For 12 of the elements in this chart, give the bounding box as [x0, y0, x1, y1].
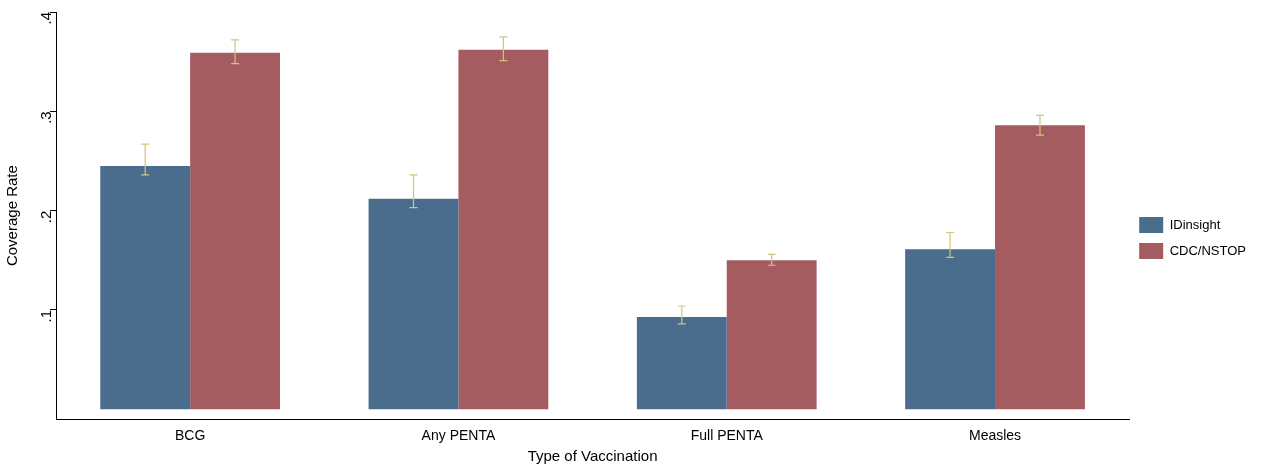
legend-label: IDinsight [1169, 216, 1221, 232]
x-tick-label: Any PENTA [421, 427, 496, 444]
y-tick-label: .2 [37, 210, 55, 224]
x-tick-label: Full PENTA [690, 427, 764, 444]
x-tick-label: Measles [968, 427, 1022, 444]
y-tick-label: .1 [37, 309, 55, 323]
y-tick-label: .3 [37, 111, 55, 124]
legend-label: CDC/NSTOP [1169, 242, 1246, 258]
x-axis-title: Type of Vaccination [527, 447, 658, 465]
y-axis-title: Coverage Rate [3, 165, 21, 267]
y-tick-label: .4 [37, 12, 55, 25]
x-tick-label: BCG [174, 427, 206, 444]
